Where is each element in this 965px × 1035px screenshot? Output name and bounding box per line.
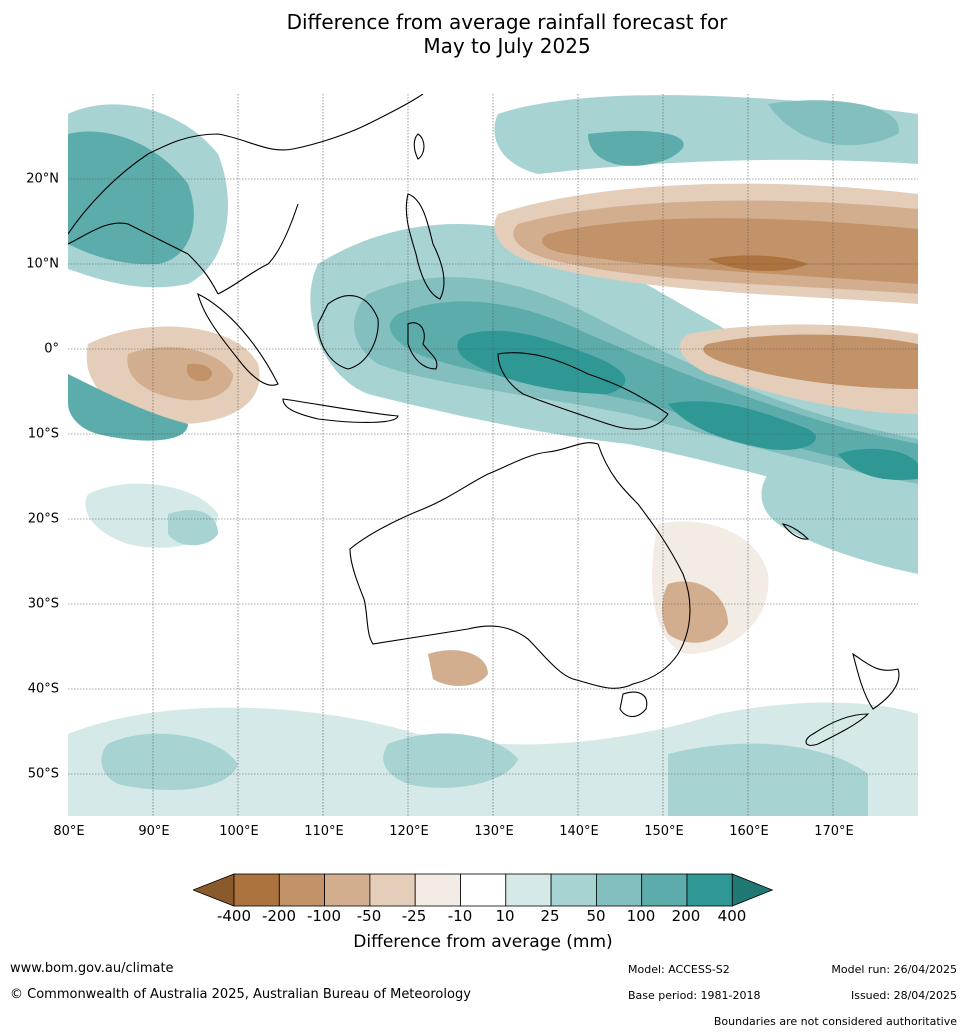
coastlines (68, 94, 900, 746)
new-zealand-north-outline (852, 652, 900, 710)
lat-label-30s: 30°S (27, 596, 59, 612)
lat-label-20n: 20°N (26, 171, 59, 187)
lat-label-10n: 10°N (26, 256, 59, 272)
lon-label-120e: 120°E (389, 824, 429, 839)
lon-label-170e: 170°E (814, 824, 854, 839)
graticule (68, 94, 918, 816)
lat-label-50s: 50°S (27, 766, 59, 782)
borneo-outline (317, 295, 379, 370)
colorbar-tick-label: 100 (626, 907, 656, 925)
colorbar-cell (686, 873, 733, 907)
lon-label-150e: 150°E (644, 824, 684, 839)
colorbar (193, 873, 774, 907)
colorbar-cell (595, 873, 643, 907)
colorbar-cell (233, 873, 280, 907)
tasmania-outline (619, 691, 648, 718)
colorbar-tick-label: -10 (447, 907, 473, 925)
base-period: Base period: 1981-2018 (628, 989, 761, 1002)
lat-label-10s: 10°S (27, 426, 59, 442)
taiwan-outline (413, 133, 425, 160)
colorbar-tick-label: -100 (306, 907, 342, 925)
colorbar-tick-label: -400 (216, 907, 252, 925)
colorbar-cell (369, 873, 416, 907)
website-link[interactable]: www.bom.gov.au/climate (10, 961, 174, 976)
colorbar-tick-label: -200 (261, 907, 297, 925)
java-outline (282, 398, 399, 423)
colorbar-tick-label: -25 (401, 907, 427, 925)
model-name: Model: ACCESS-S2 (628, 963, 730, 976)
colorbar-tick-label: -50 (356, 907, 382, 925)
lon-label-140e: 140°E (559, 824, 599, 839)
lon-label-110e: 110°E (304, 824, 344, 839)
rainfall-map (68, 94, 918, 816)
colorbar-arrow-high (731, 873, 774, 907)
title-line-1: Difference from average rainfall forecas… (286, 10, 728, 34)
lon-label-130e: 130°E (474, 824, 514, 839)
lon-label-160e: 160°E (729, 824, 769, 839)
colorbar-label: Difference from average (mm) (353, 932, 613, 952)
philippines-outline (405, 193, 445, 300)
issued-date: Issued: 28/04/2025 (850, 989, 957, 1002)
colorbar-tick-label: 400 (717, 907, 747, 925)
colorbar-cell (324, 873, 371, 907)
colorbar-cell (460, 873, 507, 907)
copyright-text: © Commonwealth of Australia 2025, Austra… (10, 987, 471, 1002)
colorbar-tick-label: 25 (540, 907, 560, 925)
title-line-2: May to July 2025 (423, 34, 591, 58)
lon-label-100e: 100°E (219, 824, 259, 839)
rainfall-map-svg (68, 94, 918, 816)
map-title: Difference from average rainfall forecas… (0, 10, 965, 58)
colorbar-tick-label: 10 (495, 907, 515, 925)
asia-mainland-outline (68, 94, 424, 295)
sumatra-outline (197, 292, 279, 386)
sulawesi-outline (407, 322, 438, 370)
australia-outline (349, 442, 691, 689)
colorbar-tick-label: 200 (671, 907, 701, 925)
lat-label-20s: 20°S (27, 511, 59, 527)
lon-label-90e: 90°E (138, 824, 170, 839)
new-guinea-outline (497, 352, 669, 430)
lat-label-40s: 40°S (27, 681, 59, 697)
colorbar-cell (550, 873, 597, 907)
colorbar-cell (414, 873, 461, 907)
new-caledonia-outline (781, 523, 810, 540)
boundaries-disclaimer: Boundaries are not considered authoritat… (713, 1015, 957, 1028)
colorbar-tick-label: 50 (586, 907, 606, 925)
colorbar-cells (193, 873, 774, 907)
new-zealand-south-outline (805, 713, 870, 746)
colorbar-arrow-low (193, 873, 235, 907)
lon-label-80e: 80°E (53, 824, 85, 839)
lat-label-0: 0° (44, 341, 59, 357)
model-run-date: Model run: 26/04/2025 (831, 963, 957, 976)
colorbar-cell (505, 873, 552, 907)
colorbar-cell (278, 873, 326, 907)
colorbar-cell (641, 873, 688, 907)
